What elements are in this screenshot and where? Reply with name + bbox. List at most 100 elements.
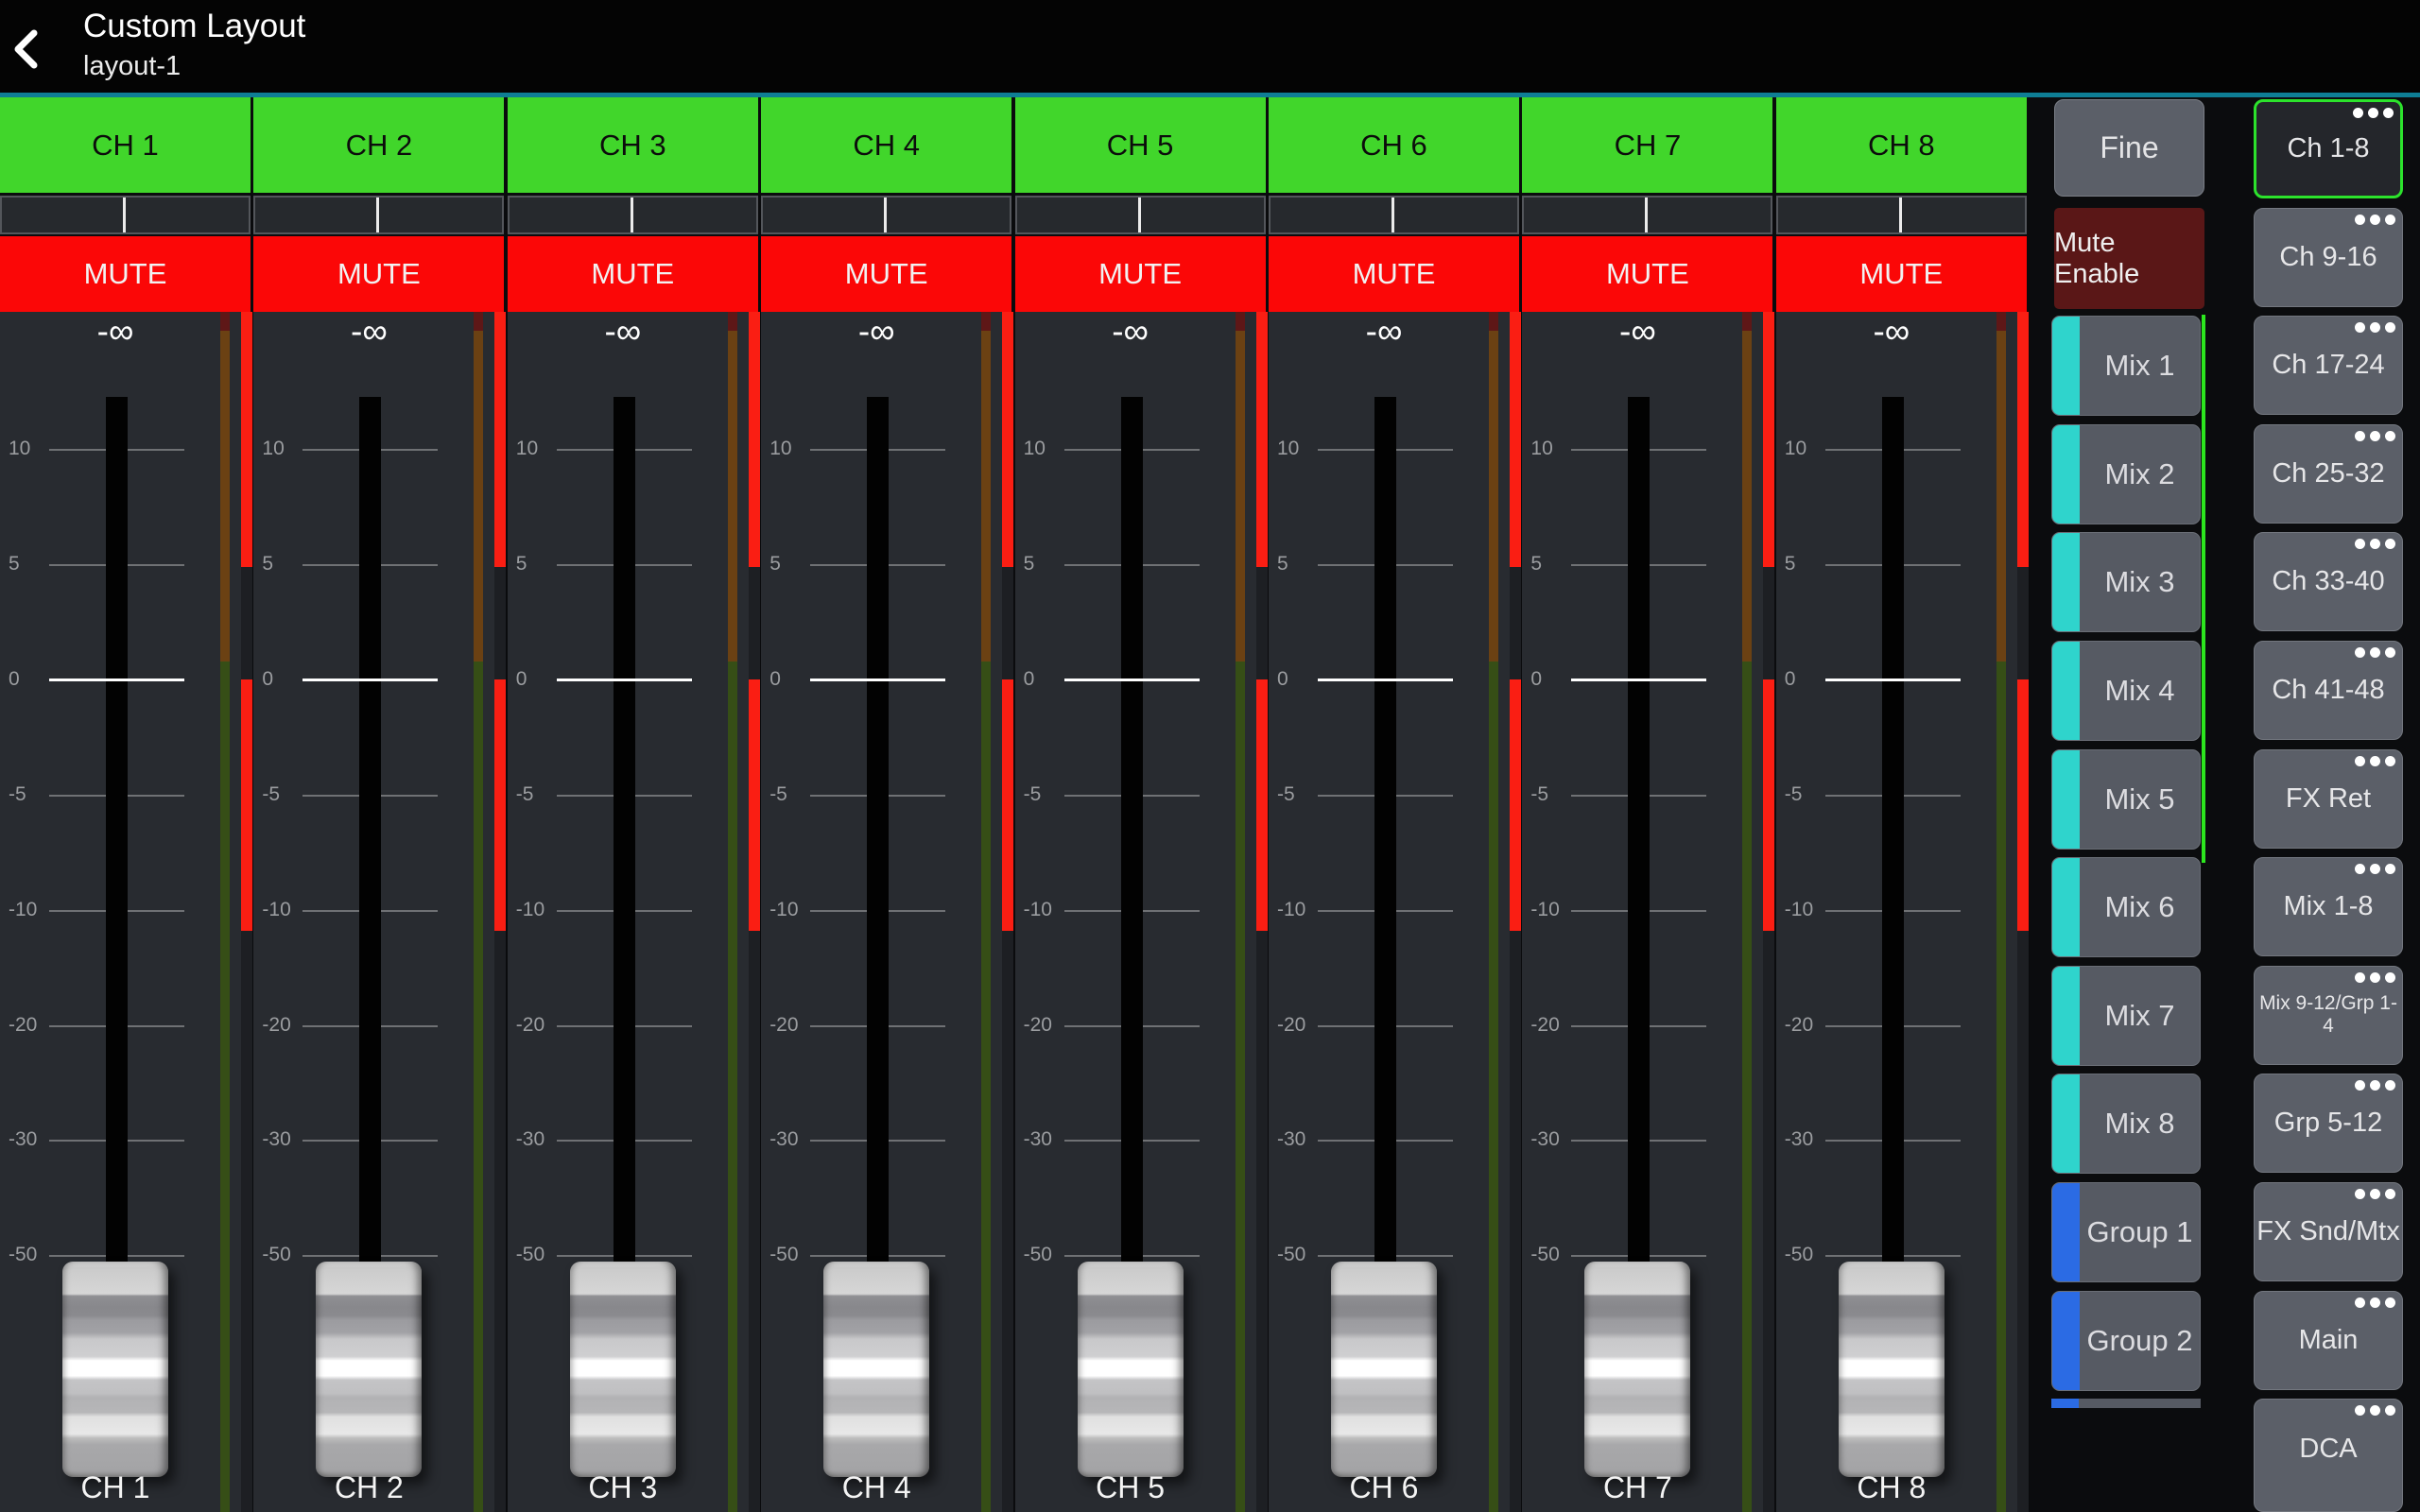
channel-name-header[interactable]: CH 4 bbox=[761, 97, 1012, 193]
mute-button[interactable]: MUTE bbox=[761, 236, 1012, 312]
mute-button[interactable]: MUTE bbox=[507, 236, 758, 312]
pan-strip[interactable] bbox=[1014, 196, 1266, 234]
channel-name-header[interactable]: CH 7 bbox=[1522, 97, 1773, 193]
pan-strip[interactable] bbox=[1269, 196, 1519, 234]
send-button-mix-1[interactable]: Mix 1 bbox=[2051, 316, 2201, 417]
bank-button-ch-17-24[interactable]: Ch 17-24 bbox=[2254, 316, 2403, 416]
fader-area: 10 5 0 -5 -10 -20 -30 -50 -∞ CH 1 bbox=[0, 312, 252, 1512]
send-button-mix-7[interactable]: Mix 7 bbox=[2051, 965, 2201, 1066]
fader-cap[interactable] bbox=[1584, 1262, 1691, 1477]
send-button-label: Mix 5 bbox=[2104, 782, 2175, 816]
mute-button[interactable]: MUTE bbox=[0, 236, 251, 312]
pan-strip[interactable] bbox=[1522, 196, 1773, 234]
send-color-bar bbox=[2052, 749, 2080, 849]
layout-name: layout-1 bbox=[83, 51, 182, 81]
channel-name-header[interactable]: CH 3 bbox=[507, 97, 758, 193]
pan-strip[interactable] bbox=[1775, 196, 2027, 234]
fader-track[interactable] bbox=[613, 397, 635, 1380]
pan-strip[interactable] bbox=[0, 196, 251, 234]
send-button-mix-2[interactable]: Mix 2 bbox=[2051, 423, 2201, 524]
fader-track[interactable] bbox=[1628, 397, 1651, 1380]
fader-cap[interactable] bbox=[62, 1262, 168, 1477]
channel-name-header[interactable]: CH 6 bbox=[1269, 97, 1519, 193]
send-button-group-1[interactable]: Group 1 bbox=[2051, 1182, 2201, 1282]
send-button-mix-4[interactable]: Mix 4 bbox=[2051, 641, 2201, 741]
bank-button-mix-9-12-grp-1-4[interactable]: Mix 9-12/Grp 1-4 bbox=[2254, 965, 2403, 1065]
scroll-indicator[interactable] bbox=[2202, 315, 2205, 863]
send-button-label: Mix 6 bbox=[2104, 890, 2175, 924]
mute-button[interactable]: MUTE bbox=[1014, 236, 1266, 312]
bank-button-ch-9-16[interactable]: Ch 9-16 bbox=[2254, 207, 2403, 307]
send-button-mix-5[interactable]: Mix 5 bbox=[2051, 748, 2201, 850]
scale-label: 5 bbox=[1784, 553, 1796, 575]
fader-cap[interactable] bbox=[1077, 1262, 1184, 1477]
bank-button-ch-41-48[interactable]: Ch 41-48 bbox=[2254, 641, 2403, 740]
fader-track[interactable] bbox=[1374, 397, 1396, 1380]
menu-dots-icon bbox=[2355, 755, 2395, 766]
back-button[interactable] bbox=[11, 26, 49, 72]
level-value: -∞ bbox=[1112, 312, 1149, 351]
scale-label: -50 bbox=[515, 1244, 545, 1265]
channel-name-header[interactable]: CH 1 bbox=[0, 97, 251, 193]
scale-label: -5 bbox=[515, 783, 534, 805]
level-value: -∞ bbox=[604, 312, 642, 351]
scale-label: -10 bbox=[262, 899, 291, 920]
bank-button-ch-25-32[interactable]: Ch 25-32 bbox=[2254, 423, 2403, 524]
send-button-mix-8[interactable]: Mix 8 bbox=[2051, 1074, 2201, 1175]
send-button-label: Mix 3 bbox=[2104, 565, 2175, 599]
bank-button-fx-ret[interactable]: FX Ret bbox=[2254, 748, 2403, 849]
meter-segment bbox=[2016, 312, 2029, 567]
meter-segment bbox=[1763, 679, 1775, 931]
fader-track[interactable] bbox=[1120, 397, 1143, 1380]
bank-button-main[interactable]: Main bbox=[2254, 1290, 2403, 1390]
fader-track[interactable] bbox=[106, 397, 128, 1380]
pan-strip[interactable] bbox=[507, 196, 758, 234]
bank-button-ch-33-40[interactable]: Ch 33-40 bbox=[2254, 532, 2403, 632]
fader-cap[interactable] bbox=[823, 1262, 930, 1477]
mute-enable-button[interactable]: Mute Enable bbox=[2054, 208, 2204, 309]
fader-cap[interactable] bbox=[1838, 1262, 1945, 1477]
mute-button[interactable]: MUTE bbox=[1269, 236, 1519, 312]
menu-dots-icon bbox=[2355, 1080, 2395, 1091]
channel-label: CH 6 bbox=[1349, 1470, 1419, 1504]
send-button-group-2[interactable]: Group 2 bbox=[2051, 1290, 2201, 1391]
scale-label: -30 bbox=[769, 1128, 799, 1150]
meter-color-strip bbox=[1996, 312, 2006, 1512]
bank-button-dca[interactable]: DCA bbox=[2254, 1399, 2403, 1512]
menu-dots-icon bbox=[2355, 214, 2395, 225]
pan-center-line bbox=[884, 198, 888, 232]
bank-button-fx-snd-mtx[interactable]: FX Snd/Mtx bbox=[2254, 1182, 2403, 1281]
send-button-mix-6[interactable]: Mix 6 bbox=[2051, 857, 2201, 958]
dot bbox=[2385, 1189, 2395, 1199]
dot bbox=[2370, 430, 2380, 441]
fine-button[interactable]: Fine bbox=[2054, 99, 2204, 197]
pan-strip[interactable] bbox=[761, 196, 1012, 234]
dot bbox=[2370, 755, 2380, 766]
level-meter bbox=[1763, 312, 1775, 1512]
channel-name-header[interactable]: CH 5 bbox=[1014, 97, 1266, 193]
fader-cap[interactable] bbox=[316, 1262, 423, 1477]
fader-track[interactable] bbox=[359, 397, 382, 1380]
fader-cap[interactable] bbox=[569, 1262, 676, 1477]
pan-strip[interactable] bbox=[253, 196, 505, 234]
bank-button-mix-1-8[interactable]: Mix 1-8 bbox=[2254, 857, 2403, 957]
scale-label: 10 bbox=[1784, 438, 1807, 459]
mute-button[interactable]: MUTE bbox=[1775, 236, 2027, 312]
meter-color-strip bbox=[220, 312, 230, 1512]
dot bbox=[2370, 214, 2380, 225]
channel-name-header[interactable]: CH 2 bbox=[253, 97, 505, 193]
mute-button[interactable]: MUTE bbox=[1522, 236, 1773, 312]
send-button-label: Mix 4 bbox=[2104, 674, 2175, 707]
fader-cap[interactable] bbox=[1331, 1262, 1437, 1477]
bank-button-ch-1-8[interactable]: Ch 1-8 bbox=[2254, 99, 2403, 198]
fader-track[interactable] bbox=[867, 397, 890, 1380]
channel-name-header[interactable]: CH 8 bbox=[1775, 97, 2027, 193]
bank-button-grp-5-12[interactable]: Grp 5-12 bbox=[2254, 1074, 2403, 1174]
dot bbox=[2383, 108, 2394, 118]
fader-track[interactable] bbox=[1881, 397, 1904, 1380]
level-meter bbox=[1002, 312, 1014, 1512]
send-button-partial[interactable] bbox=[2051, 1399, 2201, 1408]
send-button-mix-3[interactable]: Mix 3 bbox=[2051, 532, 2201, 633]
channel-strip: CH 5 MUTE 10 5 0 -5 -10 -20 -30 -50 -∞ CH 5 bbox=[1014, 97, 1269, 1512]
mute-button[interactable]: MUTE bbox=[253, 236, 505, 312]
